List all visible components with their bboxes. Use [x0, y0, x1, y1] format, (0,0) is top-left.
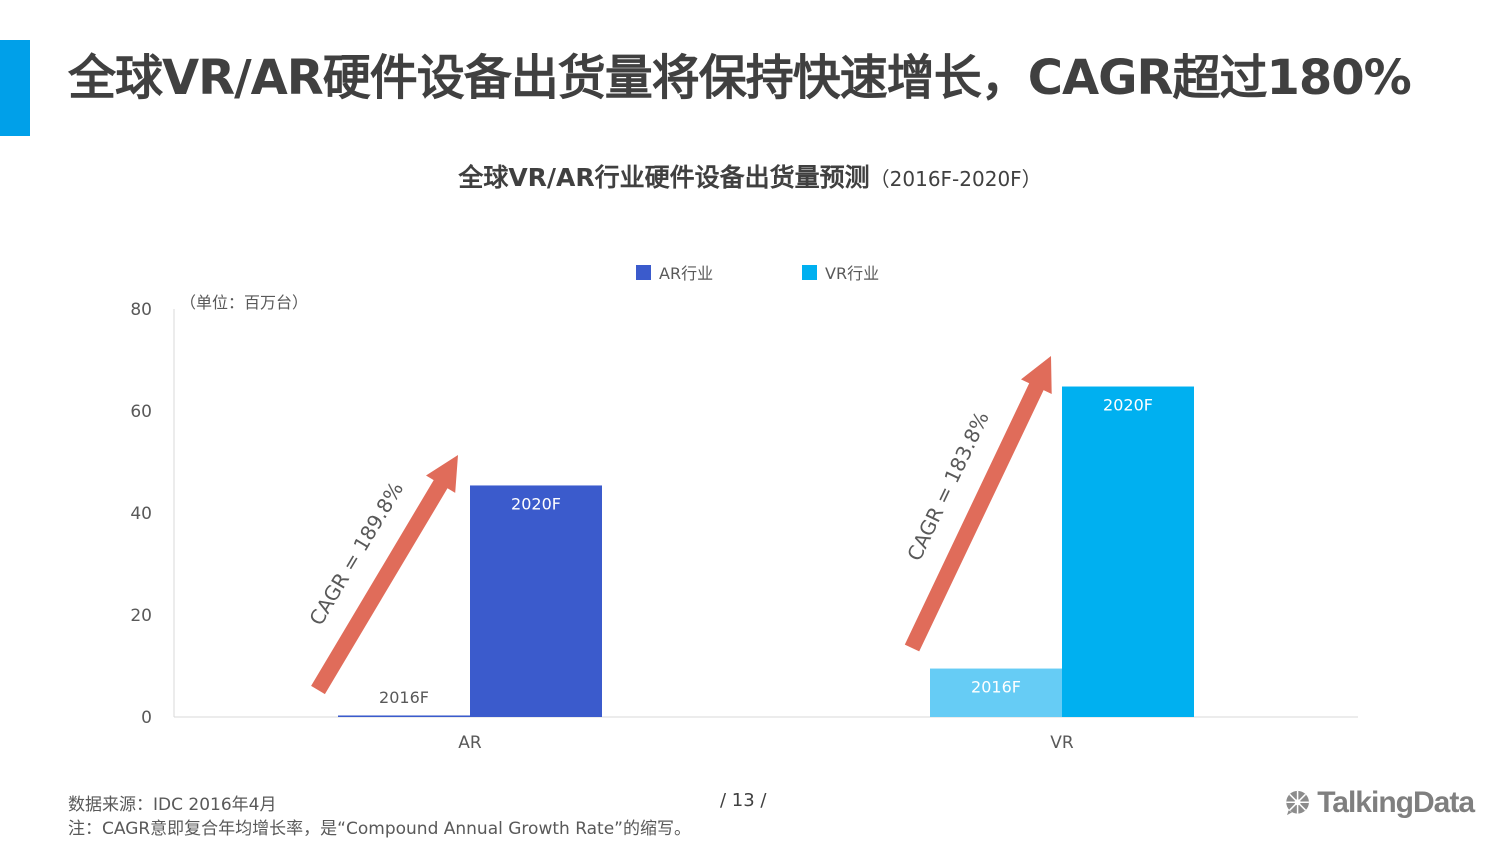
slide-title: 全球VR/AR硬件设备出货量将保持快速增长，CAGR超过180%: [68, 50, 1412, 106]
page-number: / 13 /: [720, 790, 767, 811]
bar-data-label: 2016F: [379, 688, 429, 707]
data-source: 数据来源：IDC 2016年4月: [68, 795, 277, 815]
y-tick-label: 20: [130, 606, 152, 626]
y-tick-label: 60: [130, 402, 152, 422]
cagr-label: CAGR = 183.8%: [902, 408, 994, 565]
cagr-arrow-ar: [311, 455, 458, 695]
bar-data-label: 2020F: [511, 494, 561, 513]
x-tick-label: VR: [1050, 733, 1074, 753]
bar-ar-2020f: [470, 485, 602, 717]
y-tick-label: 0: [141, 708, 152, 728]
talkingdata-logo-icon: [1286, 790, 1309, 816]
bar-data-label: 2020F: [1103, 396, 1153, 415]
bar-vr-2020f: [1062, 386, 1194, 717]
cagr-arrow-vr: [904, 356, 1052, 652]
chart-subtitle: （2016F-2020F）: [869, 167, 1042, 191]
legend-item-ar: AR行业: [636, 260, 713, 284]
talkingdata-logo: TalkingData: [1284, 780, 1475, 826]
logo-text: TalkingData: [1317, 786, 1475, 819]
bar-vr-2016f: [930, 668, 1062, 717]
chart-title: 全球VR/AR行业硬件设备出货量预测（2016F-2020F）: [0, 158, 1500, 194]
bar-data-label: 2016F: [971, 678, 1021, 697]
legend-item-vr: VR行业: [802, 260, 879, 284]
bar-ar-2016f: [338, 715, 470, 717]
y-tick-label: 80: [130, 300, 152, 320]
x-tick-label: AR: [458, 733, 482, 753]
legend-label-vr: VR行业: [825, 264, 880, 283]
y-tick-label: 40: [130, 504, 152, 524]
title-accent-bar: [0, 40, 30, 136]
chart-unit-label: （单位：百万台）: [180, 293, 309, 312]
legend-swatch-vr: [802, 264, 817, 280]
legend-swatch-ar: [636, 264, 651, 280]
chart-title-text: 全球VR/AR行业硬件设备出货量预测: [458, 163, 870, 192]
legend-label-ar: AR行业: [659, 264, 714, 283]
footnote: 注：CAGR意即复合年均增长率，是“Compound Annual Growth…: [68, 819, 691, 839]
